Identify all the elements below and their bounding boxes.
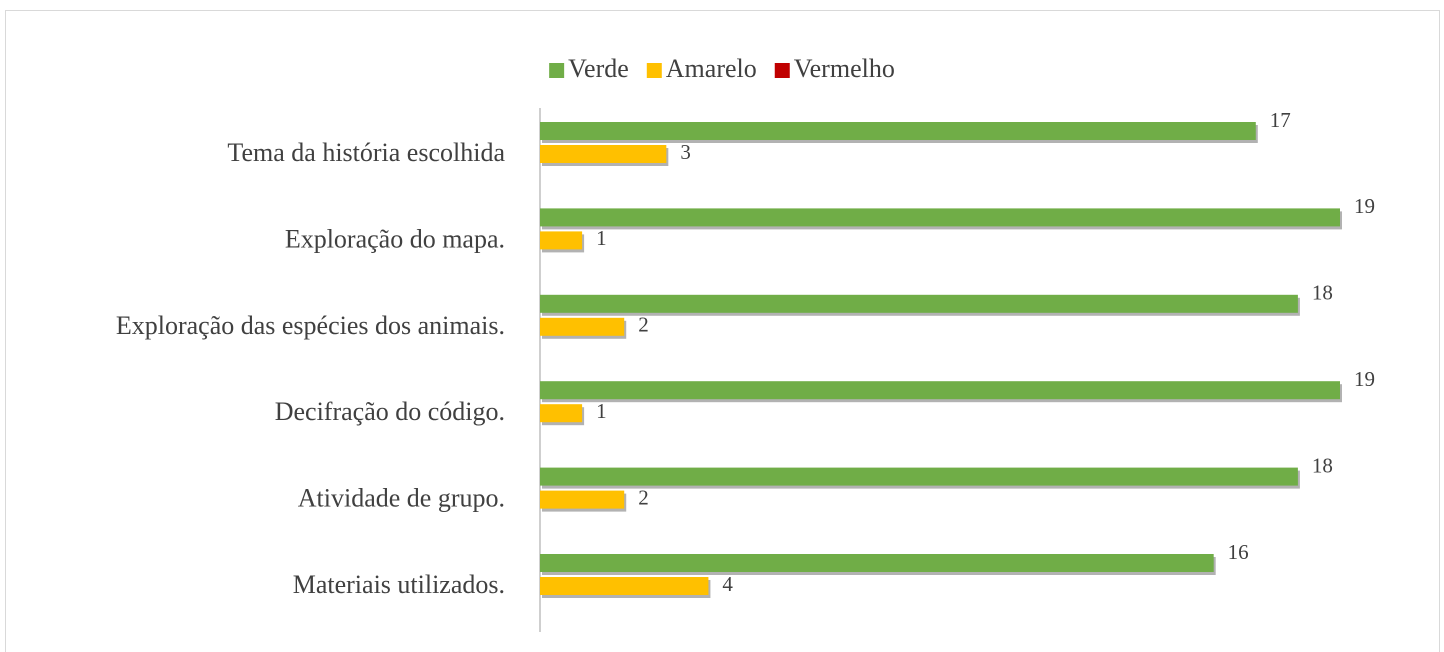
legend-label: Verde — [568, 54, 629, 83]
legend-swatch — [646, 63, 662, 78]
category-label: Exploração das espécies dos animais. — [116, 311, 505, 340]
bar — [540, 554, 1214, 572]
bar — [540, 404, 583, 423]
bar — [540, 294, 1298, 313]
data-label: 17 — [1270, 108, 1291, 132]
data-label: 18 — [1312, 281, 1333, 305]
bar — [540, 577, 709, 595]
data-label: 19 — [1354, 367, 1375, 391]
legend-swatch — [549, 63, 565, 78]
bar — [540, 467, 1298, 486]
data-label: 19 — [1354, 194, 1375, 218]
data-label: 1 — [596, 226, 607, 250]
category-label: Materiais utilizados. — [293, 570, 505, 599]
bar — [540, 317, 625, 336]
category-label: Atividade de grupo. — [298, 484, 505, 513]
data-label: 3 — [680, 140, 691, 164]
bar — [540, 208, 1340, 227]
data-label: 2 — [638, 485, 649, 509]
data-label: 2 — [638, 313, 649, 337]
data-label: 4 — [722, 572, 733, 596]
data-label: 1 — [596, 399, 607, 423]
bar — [540, 490, 625, 509]
legend-label: Vermelho — [794, 54, 895, 83]
category-label: Tema da história escolhida — [227, 138, 505, 167]
data-label: 16 — [1228, 540, 1249, 564]
bar — [540, 122, 1256, 140]
bar — [540, 231, 583, 250]
data-label: 18 — [1312, 453, 1333, 477]
legend-swatch — [774, 63, 790, 78]
chart-border — [5, 10, 1440, 652]
legend-label: Amarelo — [666, 54, 757, 83]
category-label: Decifração do código. — [275, 397, 505, 426]
category-label: Exploração do mapa. — [285, 224, 505, 253]
bar — [540, 381, 1340, 400]
bar — [540, 145, 667, 163]
